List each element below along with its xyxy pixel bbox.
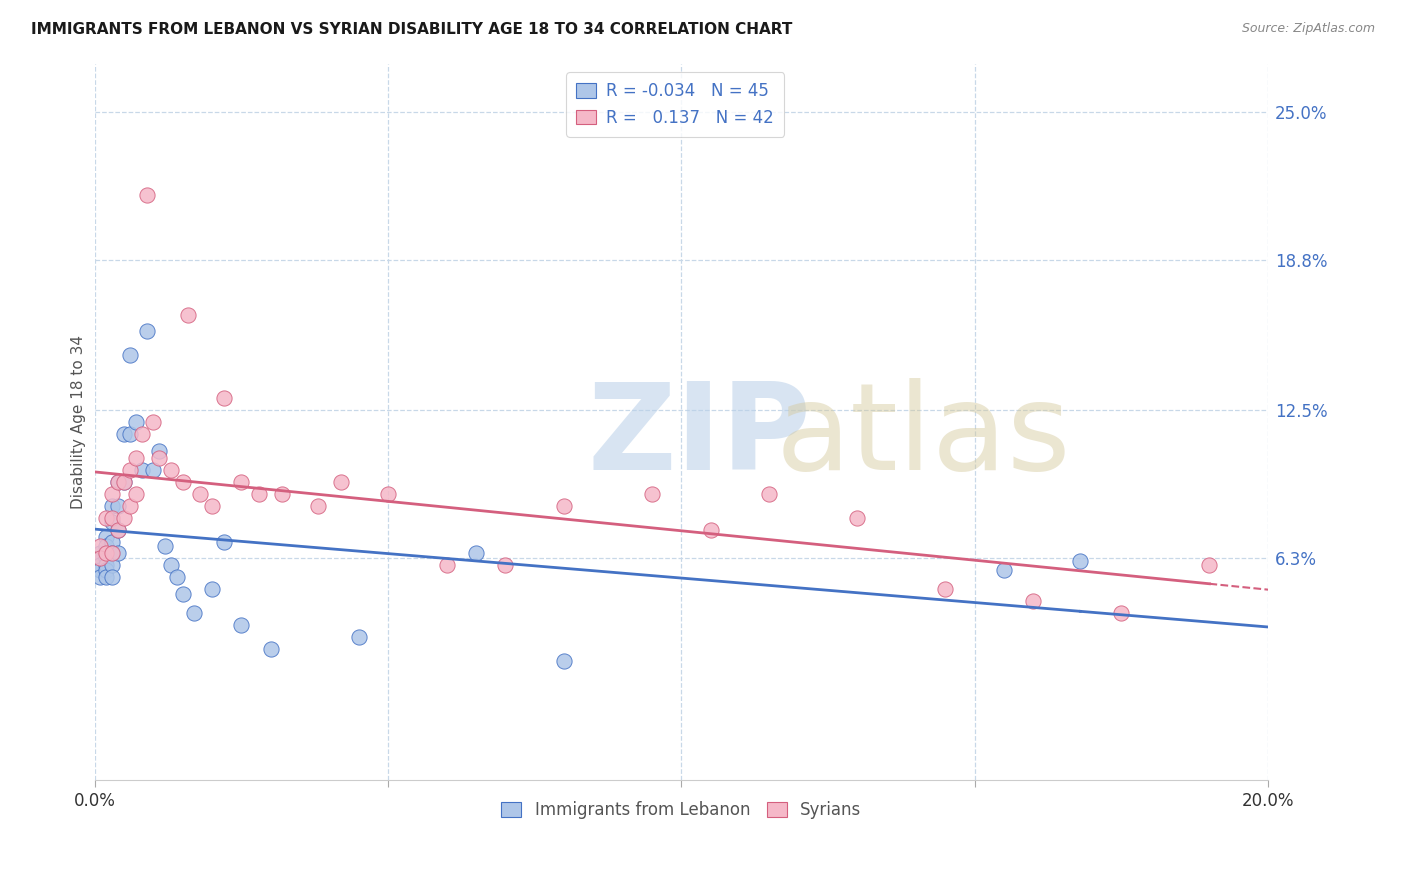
Point <box>89 539 111 553</box>
Point <box>101 570 124 584</box>
Point <box>212 534 235 549</box>
Point <box>96 530 118 544</box>
Point <box>494 558 516 573</box>
Point <box>96 539 118 553</box>
Point <box>107 547 129 561</box>
Point <box>142 415 165 429</box>
Point <box>553 499 575 513</box>
Point <box>107 523 129 537</box>
Point <box>553 654 575 668</box>
Text: ZIP: ZIP <box>588 378 811 495</box>
Point <box>101 547 124 561</box>
Point <box>160 558 183 573</box>
Point <box>96 547 118 561</box>
Point <box>131 427 153 442</box>
Point <box>101 499 124 513</box>
Point <box>699 523 721 537</box>
Point <box>101 547 124 561</box>
Point <box>124 487 146 501</box>
Point <box>112 510 135 524</box>
Point <box>101 534 124 549</box>
Point <box>107 475 129 489</box>
Point <box>118 348 141 362</box>
Point <box>758 487 780 501</box>
Point <box>201 499 224 513</box>
Point <box>160 463 183 477</box>
Point <box>89 570 111 584</box>
Point <box>96 570 118 584</box>
Legend: Immigrants from Lebanon, Syrians: Immigrants from Lebanon, Syrians <box>495 795 868 826</box>
Text: IMMIGRANTS FROM LEBANON VS SYRIAN DISABILITY AGE 18 TO 34 CORRELATION CHART: IMMIGRANTS FROM LEBANON VS SYRIAN DISABI… <box>31 22 793 37</box>
Point <box>107 523 129 537</box>
Point <box>183 606 205 620</box>
Point <box>89 551 111 566</box>
Point <box>118 463 141 477</box>
Point <box>188 487 211 501</box>
Point <box>112 475 135 489</box>
Point <box>112 427 135 442</box>
Point <box>107 475 129 489</box>
Point <box>1069 554 1091 568</box>
Point <box>96 510 118 524</box>
Point <box>118 427 141 442</box>
Point <box>136 188 159 202</box>
Point <box>101 487 124 501</box>
Point <box>118 499 141 513</box>
Point <box>201 582 224 597</box>
Point <box>124 415 146 429</box>
Point <box>212 392 235 406</box>
Point <box>1198 558 1220 573</box>
Point <box>148 450 170 465</box>
Point <box>96 551 118 566</box>
Point <box>465 547 488 561</box>
Point <box>136 325 159 339</box>
Point <box>1111 606 1133 620</box>
Point <box>330 475 353 489</box>
Point <box>231 618 253 632</box>
Text: Source: ZipAtlas.com: Source: ZipAtlas.com <box>1241 22 1375 36</box>
Point <box>307 499 329 513</box>
Point <box>96 547 118 561</box>
Point <box>142 463 165 477</box>
Point <box>89 551 111 566</box>
Point <box>641 487 664 501</box>
Point <box>231 475 253 489</box>
Point <box>172 475 194 489</box>
Point <box>172 587 194 601</box>
Point <box>153 539 176 553</box>
Point <box>89 563 111 577</box>
Point <box>993 563 1015 577</box>
Point <box>89 558 111 573</box>
Point <box>107 499 129 513</box>
Point <box>124 450 146 465</box>
Point <box>112 475 135 489</box>
Point <box>377 487 399 501</box>
Point <box>101 510 124 524</box>
Point <box>247 487 270 501</box>
Point <box>131 463 153 477</box>
Point <box>347 630 370 644</box>
Point <box>96 563 118 577</box>
Y-axis label: Disability Age 18 to 34: Disability Age 18 to 34 <box>72 335 86 509</box>
Point <box>177 308 200 322</box>
Text: atlas: atlas <box>775 378 1071 495</box>
Point <box>101 516 124 530</box>
Point <box>934 582 956 597</box>
Point <box>89 547 111 561</box>
Point <box>148 443 170 458</box>
Point <box>1022 594 1045 608</box>
Point <box>436 558 458 573</box>
Point <box>259 642 281 657</box>
Point <box>101 558 124 573</box>
Point <box>846 510 869 524</box>
Point <box>271 487 294 501</box>
Point <box>166 570 188 584</box>
Point <box>96 558 118 573</box>
